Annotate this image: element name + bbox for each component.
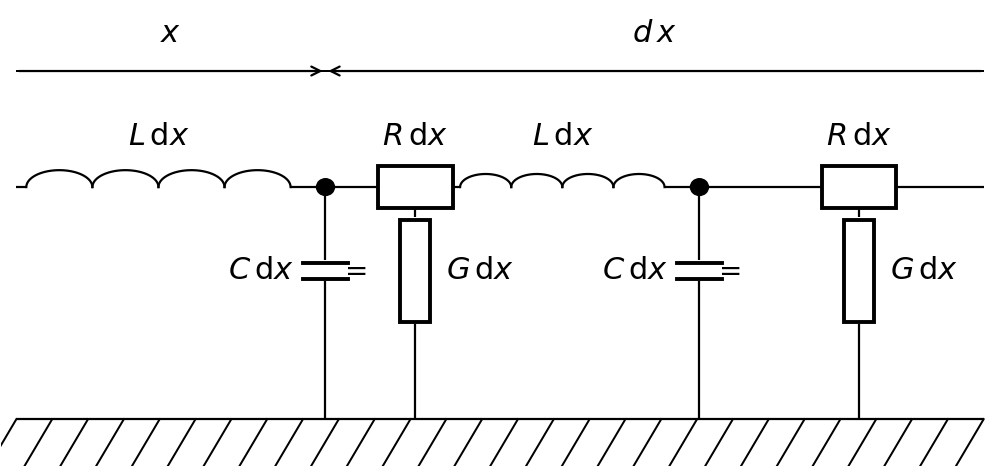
Bar <box>400 219 430 322</box>
Text: $R\,\mathrm{d}x$: $R\,\mathrm{d}x$ <box>382 120 448 151</box>
Text: $=$: $=$ <box>713 257 741 284</box>
Text: $x$: $x$ <box>160 18 181 50</box>
Text: $C\,\mathrm{d}x$: $C\,\mathrm{d}x$ <box>602 255 668 286</box>
Text: $G\,\mathrm{d}x$: $G\,\mathrm{d}x$ <box>446 255 514 286</box>
Bar <box>378 166 453 208</box>
Text: $G\,\mathrm{d}x$: $G\,\mathrm{d}x$ <box>890 255 958 286</box>
Text: $C\,\mathrm{d}x$: $C\,\mathrm{d}x$ <box>228 255 294 286</box>
Text: $R\,\mathrm{d}x$: $R\,\mathrm{d}x$ <box>826 120 892 151</box>
Bar <box>844 219 874 322</box>
Circle shape <box>690 179 708 195</box>
Text: $=$: $=$ <box>339 257 367 284</box>
Text: $L\,\mathrm{d}x$: $L\,\mathrm{d}x$ <box>128 120 189 151</box>
Text: $d\,x$: $d\,x$ <box>632 18 677 50</box>
Text: $L\,\mathrm{d}x$: $L\,\mathrm{d}x$ <box>532 120 593 151</box>
Bar <box>822 166 896 208</box>
Circle shape <box>317 179 334 195</box>
